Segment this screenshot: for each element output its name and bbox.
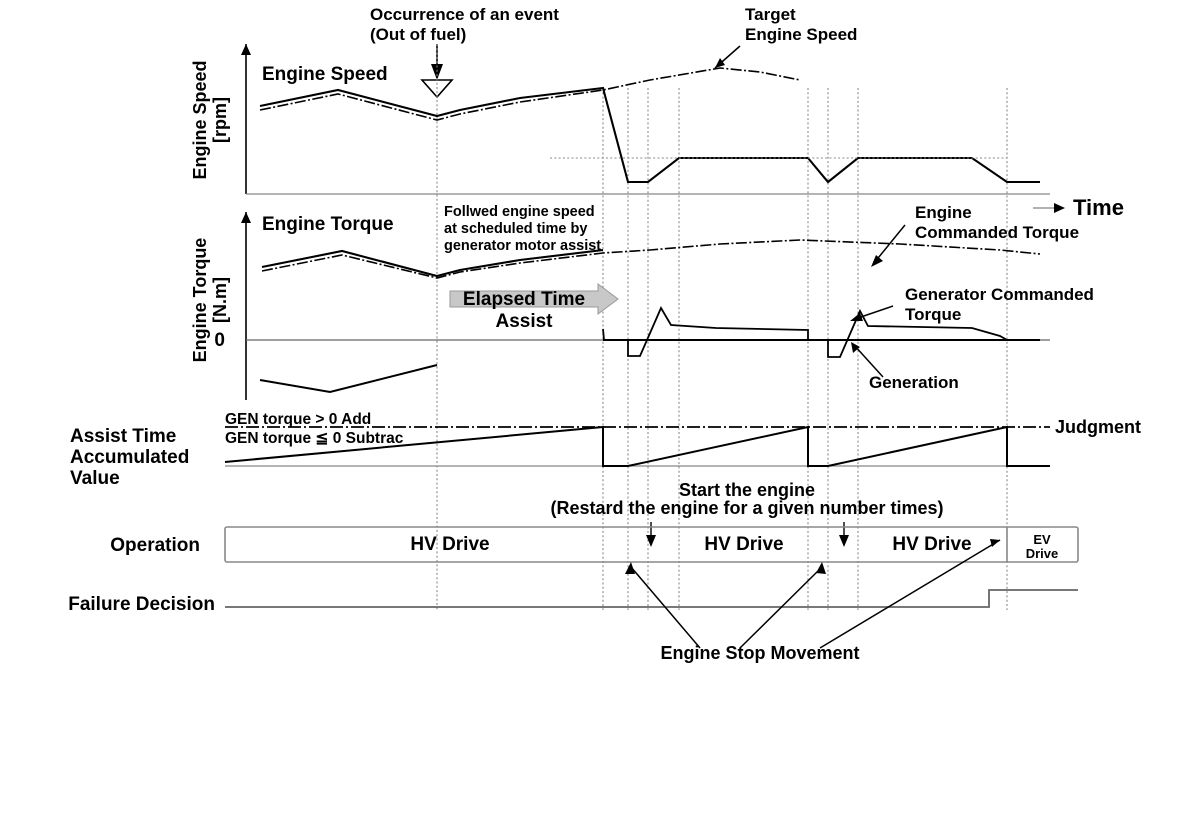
svg-text:Engine Stop Movement: Engine Stop Movement (660, 643, 859, 663)
svg-text:at scheduled time by: at scheduled time by (444, 221, 587, 237)
svg-text:[rpm]: [rpm] (210, 97, 230, 143)
svg-text:Engine Speed: Engine Speed (745, 25, 857, 44)
svg-text:Engine Speed: Engine Speed (262, 64, 388, 85)
svg-text:Engine Torque: Engine Torque (262, 214, 394, 235)
svg-text:Engine Speed: Engine Speed (190, 60, 210, 179)
svg-text:HV Drive: HV Drive (704, 534, 783, 555)
svg-text:GEN torque ≦ 0 Subtrac: GEN torque ≦ 0 Subtrac (225, 430, 404, 447)
svg-text:Follwed engine speed: Follwed engine speed (444, 204, 595, 220)
svg-text:Judgment: Judgment (1055, 417, 1141, 437)
svg-text:(Restard the engine for a give: (Restard the engine for a given number t… (550, 498, 943, 518)
svg-text:Accumulated: Accumulated (70, 447, 189, 468)
svg-text:Engine Torque: Engine Torque (190, 238, 210, 363)
svg-text:Failure Decision: Failure Decision (68, 594, 215, 615)
svg-text:(Out of fuel): (Out of fuel) (370, 25, 466, 44)
svg-text:GEN torque > 0 Add: GEN torque > 0 Add (225, 411, 371, 428)
svg-text:Time: Time (1073, 195, 1124, 220)
svg-text:Assist: Assist (495, 311, 553, 332)
svg-text:Engine: Engine (915, 203, 972, 222)
svg-text:Operation: Operation (110, 535, 200, 556)
svg-text:Drive: Drive (1026, 546, 1059, 561)
svg-text:0: 0 (214, 330, 225, 351)
svg-text:Start the engine: Start the engine (679, 480, 815, 500)
svg-text:[N.m]: [N.m] (210, 277, 230, 323)
svg-text:Generator Commanded: Generator Commanded (905, 285, 1094, 304)
svg-text:HV Drive: HV Drive (410, 534, 489, 555)
svg-text:Value: Value (70, 468, 120, 489)
svg-text:Torque: Torque (905, 305, 961, 324)
svg-text:Commanded Torque: Commanded Torque (915, 223, 1079, 242)
svg-text:EV: EV (1033, 532, 1051, 547)
svg-text:Assist Time: Assist Time (70, 426, 176, 447)
svg-text:HV Drive: HV Drive (892, 534, 971, 555)
svg-text:Target: Target (745, 5, 796, 24)
svg-text:generator motor assist: generator motor assist (444, 238, 601, 254)
svg-text:Occurrence of an event: Occurrence of an event (370, 5, 559, 24)
svg-text:Elapsed Time: Elapsed Time (463, 289, 585, 310)
